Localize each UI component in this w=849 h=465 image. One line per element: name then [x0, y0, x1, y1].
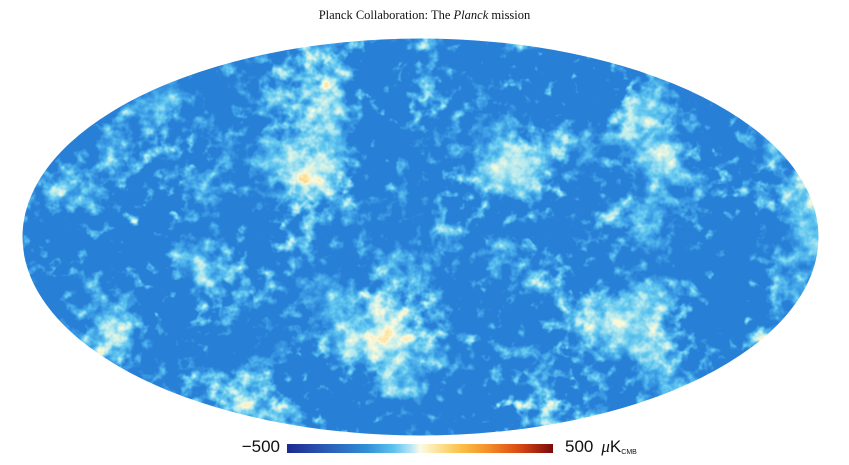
colorbar-unit-mu: μ — [601, 437, 610, 456]
colorbar-unit-main: K — [609, 437, 622, 456]
running-head-suffix: mission — [488, 8, 531, 22]
cmb-temperature-field — [22, 38, 819, 436]
colorbar-unit-sub: CMB — [621, 449, 637, 456]
running-head: Planck Collaboration: The Planck mission — [0, 7, 849, 23]
colorbar-max-label: 500 μKCMB — [565, 437, 637, 463]
running-head-prefix: Planck Collaboration: The — [318, 8, 454, 22]
colorbar-gradient — [287, 444, 553, 453]
running-head-italic: Planck — [453, 8, 489, 22]
mollweide-projection — [22, 38, 819, 436]
colorbar: −500 500 μKCMB — [0, 437, 849, 459]
colorbar-max-value: 500 — [565, 437, 594, 456]
cmb-sky-map — [22, 38, 819, 436]
colorbar-min-label: −500 — [241, 437, 280, 456]
